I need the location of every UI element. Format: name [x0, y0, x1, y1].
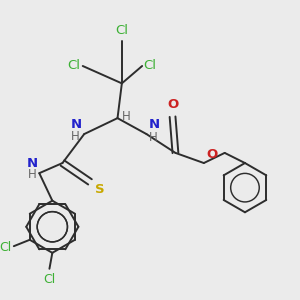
- Text: H: H: [71, 130, 80, 143]
- Text: S: S: [95, 183, 105, 196]
- Text: H: H: [149, 131, 158, 144]
- Text: Cl: Cl: [43, 272, 56, 286]
- Text: N: N: [149, 118, 160, 131]
- Text: H: H: [122, 110, 130, 123]
- Text: H: H: [28, 168, 36, 181]
- Text: N: N: [71, 118, 82, 131]
- Text: O: O: [167, 98, 178, 112]
- Text: Cl: Cl: [144, 59, 157, 73]
- Text: Cl: Cl: [116, 24, 128, 37]
- Text: Cl: Cl: [68, 59, 80, 73]
- Text: O: O: [206, 148, 218, 161]
- Text: Cl: Cl: [0, 241, 12, 254]
- Text: N: N: [27, 157, 38, 170]
